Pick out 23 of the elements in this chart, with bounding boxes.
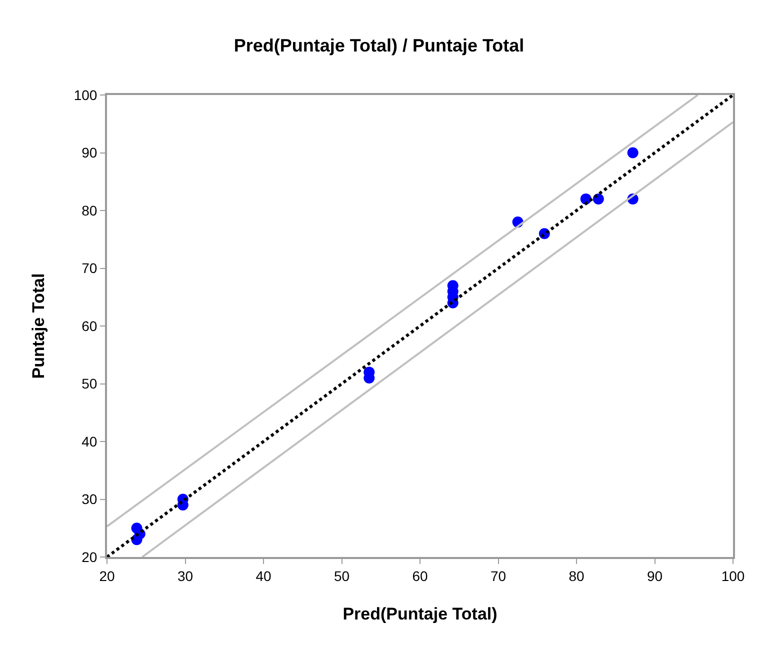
x-tick-label: 50 <box>334 568 350 584</box>
y-tick-label: 70 <box>82 260 98 276</box>
x-axis-title: Pred(Puntaje Total) <box>342 604 498 624</box>
x-tick-label: 60 <box>412 568 428 584</box>
x-tick-label: 30 <box>177 568 194 584</box>
x-tick-label: 90 <box>646 568 663 584</box>
y-tick-label: 60 <box>82 318 98 334</box>
y-tick-label: 80 <box>82 202 98 218</box>
y-tick-label: 40 <box>82 433 98 450</box>
x-tick-label: 40 <box>256 568 272 584</box>
x-tick-label: 80 <box>568 568 584 584</box>
point <box>592 193 604 204</box>
x-tick-label: 70 <box>490 568 506 584</box>
y-tick-label: 100 <box>74 86 98 103</box>
x-tick-label: 20 <box>99 568 115 584</box>
y-tick-label: 20 <box>82 548 98 565</box>
x-tick-label: 100 <box>721 568 745 584</box>
chart-title: Pred(Puntaje Total) / Puntaje Total <box>234 36 524 56</box>
y-axis-title: Puntaje Total <box>28 273 48 379</box>
y-tick-label: 50 <box>82 376 98 392</box>
point <box>627 147 638 158</box>
y-tick-label: 90 <box>82 144 98 161</box>
y-tick-label: 30 <box>82 491 98 508</box>
